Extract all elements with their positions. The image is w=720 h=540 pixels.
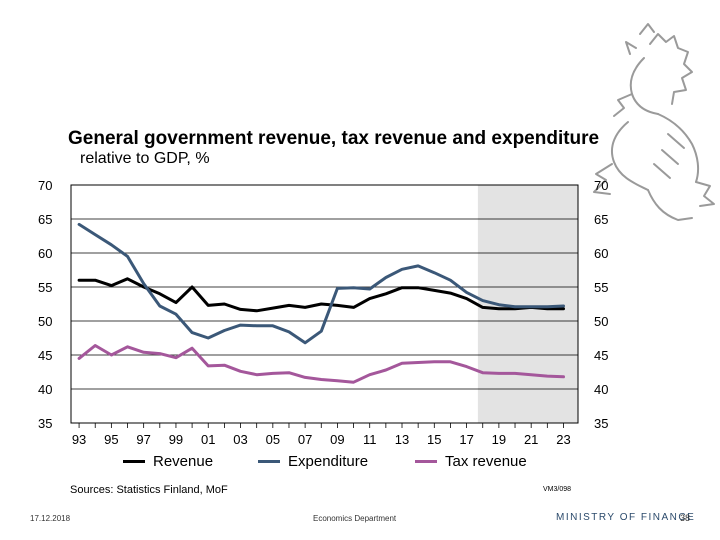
footer-date: 17.12.2018: [30, 514, 71, 523]
legend-item-tax-revenue: Tax revenue: [415, 453, 527, 470]
series-line-expenditure: [77, 222, 565, 345]
legend-item-revenue: Revenue: [123, 453, 213, 470]
legend-swatch-revenue: [123, 460, 145, 463]
footer-department: Economics Department: [313, 514, 397, 523]
y-tick-label-right: 45: [594, 348, 608, 363]
x-tick-label: 99: [169, 432, 183, 447]
y-tick-label-left: 65: [38, 212, 52, 227]
x-tick-label: 13: [395, 432, 409, 447]
series-line-tax-revenue: [77, 344, 565, 384]
y-tick-label-left: 35: [38, 416, 52, 431]
y-tick-label-right: 40: [594, 382, 608, 397]
x-tick-label: 11: [363, 432, 377, 447]
y-tick-label-right: 70: [594, 178, 608, 193]
chart-title: General government revenue, tax revenue …: [68, 128, 600, 149]
y-tick-label-left: 70: [38, 178, 52, 193]
sources-note: Sources: Statistics Finland, MoF: [70, 484, 228, 496]
chart-code: VM3/098: [543, 486, 572, 493]
x-tick-label: 19: [492, 432, 506, 447]
x-tick-label: 17: [459, 432, 473, 447]
x-tick-label: 93: [72, 432, 86, 447]
y-tick-label-left: 55: [38, 280, 52, 295]
x-tick-label: 15: [427, 432, 441, 447]
x-tick-label: 03: [233, 432, 247, 447]
ministry-logo-text: MINISTRY OF FINANCE: [556, 512, 696, 523]
y-tick-label-right: 55: [594, 280, 608, 295]
page-number: 38: [680, 513, 691, 523]
y-tick-label-right: 65: [594, 212, 608, 227]
x-tick-label: 07: [298, 432, 312, 447]
x-tick-label: 05: [266, 432, 280, 447]
y-tick-label-left: 50: [38, 314, 52, 329]
y-tick-label-right: 50: [594, 314, 608, 329]
y-tick-label-right: 60: [594, 246, 608, 261]
x-tick-label: 95: [104, 432, 118, 447]
legend-label-tax-revenue: Tax revenue: [445, 453, 527, 470]
legend-swatch-expenditure: [258, 460, 280, 463]
y-tick-label-left: 40: [38, 382, 52, 397]
y-tick-label-right: 35: [594, 416, 608, 431]
series-line-revenue: [77, 277, 565, 313]
legend-label-revenue: Revenue: [153, 453, 214, 470]
x-tick-label: 01: [201, 432, 215, 447]
plot-frame: [70, 184, 579, 424]
x-tick-label: 21: [524, 432, 538, 447]
x-tick-label: 09: [330, 432, 344, 447]
y-tick-label-left: 45: [38, 348, 52, 363]
y-tick-label-left: 60: [38, 246, 52, 261]
x-tick-label: 97: [136, 432, 150, 447]
chart-subtitle: relative to GDP, %: [80, 150, 210, 167]
legend-swatch-tax-revenue: [415, 460, 437, 463]
legend-item-expenditure: Expenditure: [258, 453, 368, 470]
x-tick-label: 23: [556, 432, 570, 447]
lion-emblem-icon: [593, 23, 715, 221]
legend-label-expenditure: Expenditure: [288, 453, 369, 470]
